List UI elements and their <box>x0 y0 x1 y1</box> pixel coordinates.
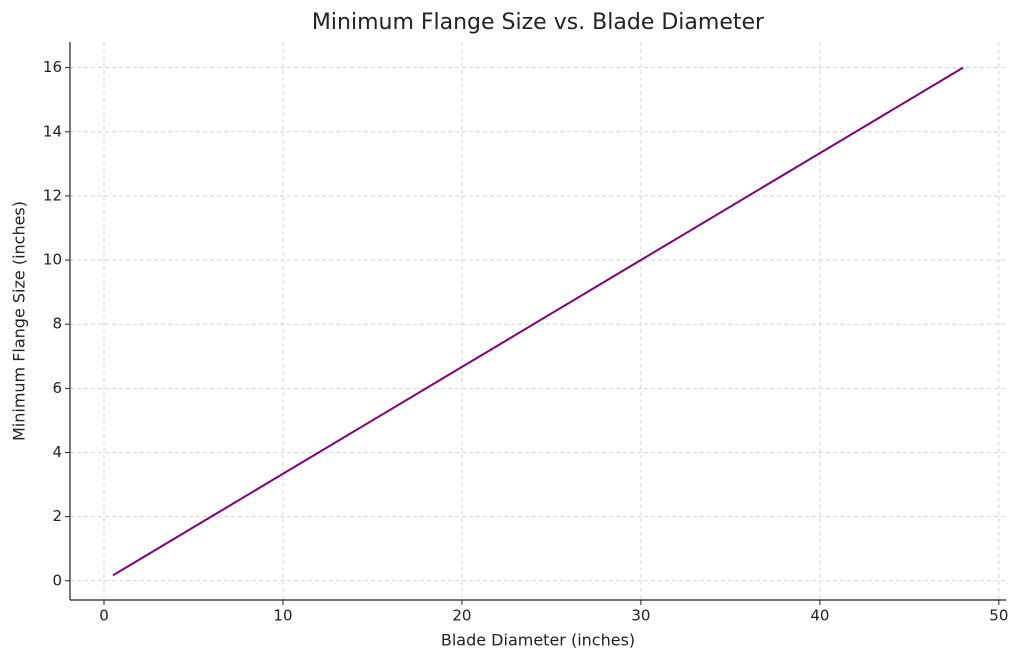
y-axis-label: Minimum Flange Size (inches) <box>10 201 29 441</box>
y-tick-label: 0 <box>52 571 62 589</box>
y-tick-label: 10 <box>43 251 62 269</box>
x-tick-label: 40 <box>810 607 829 625</box>
y-tick-label: 6 <box>52 379 62 397</box>
y-tick-label: 14 <box>43 122 62 140</box>
x-tick-label: 20 <box>452 607 471 625</box>
y-tick-label: 2 <box>52 507 62 525</box>
y-tick-label: 8 <box>52 315 62 333</box>
y-tick-label: 4 <box>52 443 62 461</box>
x-tick-label: 50 <box>989 607 1008 625</box>
x-tick-label: 0 <box>99 607 109 625</box>
data-line <box>112 66 964 577</box>
chart-title: Minimum Flange Size vs. Blade Diameter <box>312 10 765 35</box>
x-tick-label: 30 <box>631 607 650 625</box>
x-axis-label: Blade Diameter (inches) <box>441 631 635 650</box>
x-tick-label: 10 <box>273 607 292 625</box>
y-tick-label: 12 <box>43 186 62 204</box>
y-tick-label: 16 <box>43 58 62 76</box>
